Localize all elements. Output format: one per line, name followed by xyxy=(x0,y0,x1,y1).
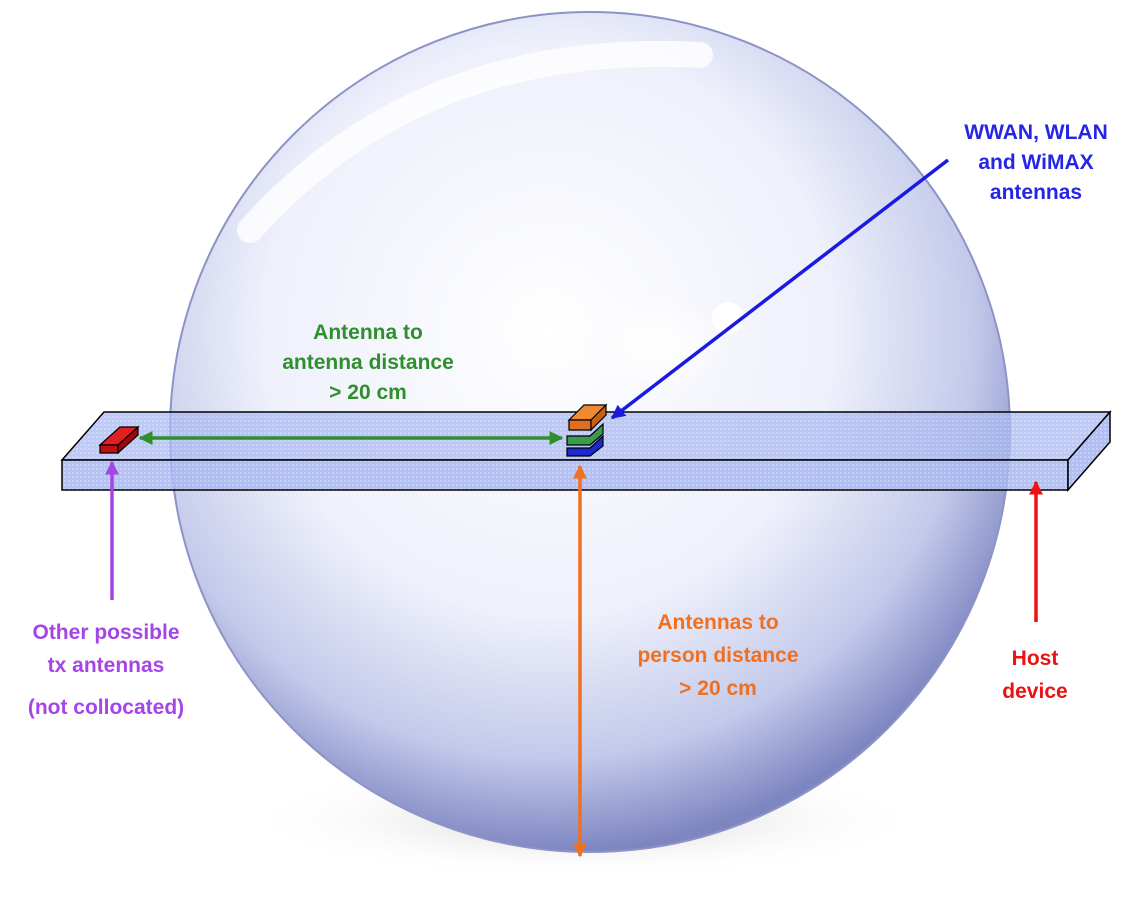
other-antennas-label: Other possible tx antennas (not collocat… xyxy=(0,616,212,724)
other-antennas-line: Other possible xyxy=(32,621,180,644)
antenna-to-antenna-line: > 20 cm xyxy=(329,381,407,404)
antennas-to-person-label: Antennas to person distance > 20 cm xyxy=(568,606,868,705)
antennas-label: WWAN, WLAN and WiMAX antennas xyxy=(918,118,1142,208)
antennas-label-line: WWAN, WLAN xyxy=(964,121,1108,144)
antenna-to-antenna-label: Antenna to antenna distance > 20 cm xyxy=(218,318,518,408)
orange-antenna-side xyxy=(590,403,607,432)
board-front-face xyxy=(61,459,1069,491)
red-antenna-front xyxy=(99,444,119,454)
antennas-to-person-line: Antennas to xyxy=(657,611,779,634)
antenna-to-antenna-line: antenna distance xyxy=(282,351,454,374)
host-device-label: Host device xyxy=(955,642,1115,708)
antennas-to-person-line: person distance xyxy=(637,644,799,667)
blue-antenna xyxy=(566,434,604,457)
other-antennas-line: tx antennas xyxy=(47,654,165,677)
board-side-face xyxy=(1067,410,1111,492)
orange-antenna-front xyxy=(568,419,592,431)
sphere-glow xyxy=(586,293,730,397)
antennas-pointer-arrow xyxy=(610,158,950,420)
antenna-to-antenna-line: Antenna to xyxy=(313,321,423,344)
sphere-glow-small xyxy=(712,302,744,334)
red-antenna-side xyxy=(117,425,139,455)
host-device-line: Host xyxy=(1011,647,1059,670)
green-antenna xyxy=(566,422,604,446)
other-antennas-line: (not collocated) xyxy=(27,696,185,719)
antennas-label-line: and WiMAX xyxy=(978,151,1094,174)
host-device-line: device xyxy=(1002,680,1068,703)
antennas-label-line: antennas xyxy=(989,181,1083,204)
sphere-highlight-arc xyxy=(237,40,713,243)
antennas-to-person-line: > 20 cm xyxy=(679,677,757,700)
